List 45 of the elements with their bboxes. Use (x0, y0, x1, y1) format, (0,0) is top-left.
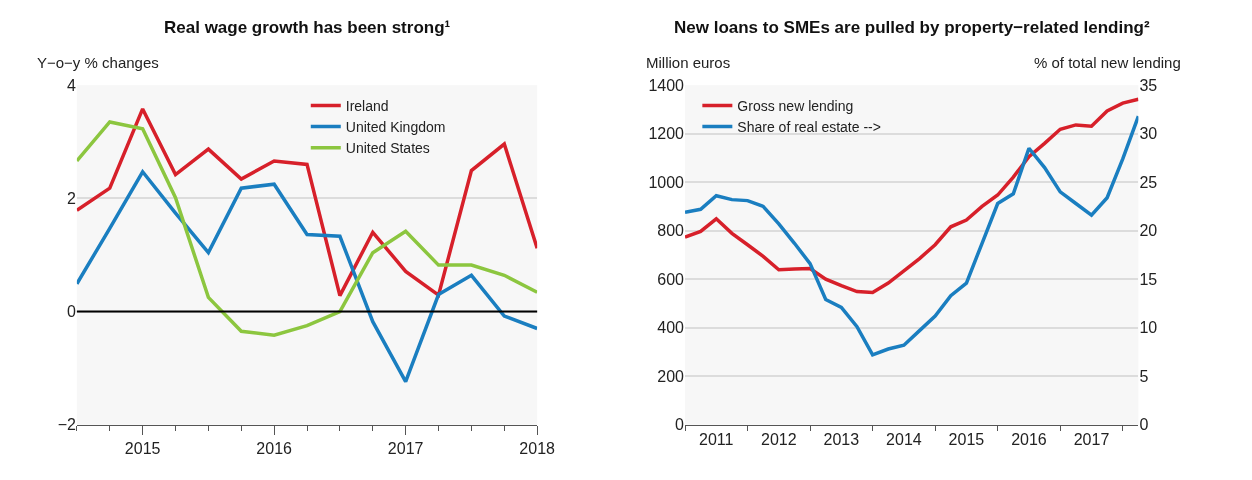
y-tick-label: 2 (66, 189, 76, 207)
y-tick-label: −2 (57, 416, 76, 434)
y2-tick-label: 25 (1139, 173, 1158, 191)
y2-axis-title: % of total new lending (1034, 54, 1181, 71)
y-axis-title: Million euros (646, 54, 731, 71)
line-series (685, 97, 1139, 295)
y2-tick-label: 30 (1139, 125, 1158, 143)
legend-label: United States (345, 140, 430, 157)
x-tick-label: 2017 (1073, 430, 1110, 448)
y-tick-label: 200 (657, 367, 685, 385)
y-tick-label: 1000 (648, 173, 685, 191)
legend-label: Share of real estate --> (737, 119, 881, 136)
x-tick-label: 2016 (256, 439, 293, 457)
y2-tick-label: 10 (1139, 319, 1158, 337)
x-tick-label: 2018 (519, 439, 556, 457)
y2-tick-label: 35 (1139, 76, 1158, 94)
x-tick-label: 2015 (948, 430, 985, 448)
legend-label: Ireland (345, 97, 389, 114)
y-tick-label: 800 (657, 222, 685, 240)
y2-tick-label: 5 (1139, 367, 1149, 385)
y-tick-label: 4 (66, 76, 76, 94)
x-tick-label: 2012 (761, 430, 797, 448)
y-tick-label: 1400 (648, 76, 685, 94)
y2-tick-label: 15 (1139, 270, 1158, 288)
y-tick-label: 600 (657, 270, 685, 288)
legend-label: United Kingdom (345, 119, 446, 136)
x-tick-label: 2011 (699, 430, 734, 448)
chart-title: Real wage growth has been strong¹ (164, 18, 451, 37)
y-axis-title: Y−o−y % changes (37, 54, 159, 71)
x-tick-label: 2014 (886, 430, 922, 448)
y-tick-label: 0 (66, 303, 76, 321)
x-tick-label: 2017 (387, 439, 424, 457)
line-series (76, 170, 538, 384)
x-tick-label: 2016 (1011, 430, 1047, 448)
y2-tick-label: 0 (1139, 416, 1149, 434)
y2-tick-label: 20 (1139, 222, 1158, 240)
chart-title: New loans to SMEs are pulled by property−related lending² (674, 18, 1150, 37)
x-tick-label: 2013 (823, 430, 860, 448)
y-tick-label: 400 (657, 319, 685, 337)
line-series (76, 120, 538, 338)
y-tick-label: 0 (675, 416, 685, 434)
y-tick-label: 1200 (648, 125, 685, 143)
line-series (685, 114, 1139, 357)
x-tick-label: 2015 (124, 439, 161, 457)
legend-label: Gross new lending (737, 97, 854, 114)
